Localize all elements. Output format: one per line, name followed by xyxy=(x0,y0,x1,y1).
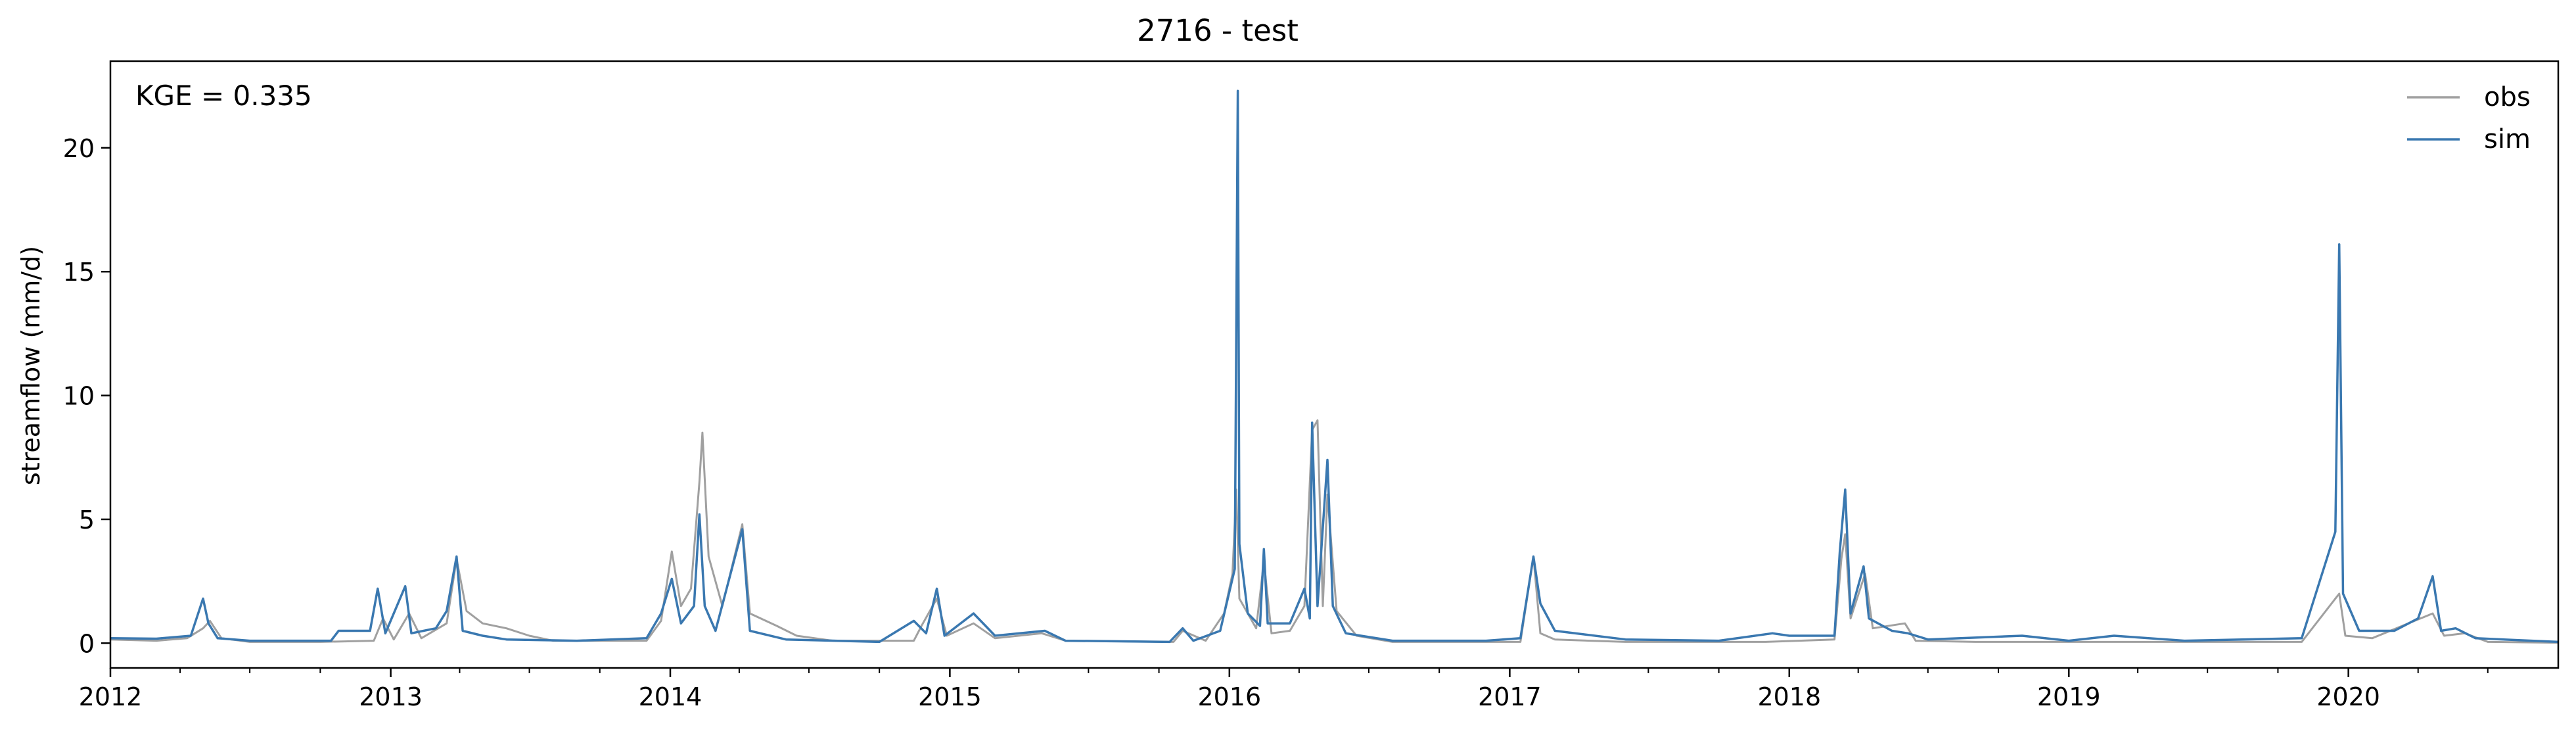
plot-frame xyxy=(109,60,2560,669)
plot-area xyxy=(109,60,2560,669)
x-tick-label: 2016 xyxy=(1197,682,1261,711)
x-tick-label: 2014 xyxy=(639,682,702,711)
x-tick-label: 2019 xyxy=(2037,682,2101,711)
chart-title: 2716 - test xyxy=(1137,13,1299,48)
kge-annotation: KGE = 0.335 xyxy=(135,80,312,112)
x-tick-label: 2017 xyxy=(1478,682,1542,711)
y-tick-label: 20 xyxy=(63,134,95,163)
y-axis-label: streamflow (mm/d) xyxy=(16,246,45,485)
y-tick-label: 10 xyxy=(63,382,95,411)
x-tick-label: 2015 xyxy=(918,682,982,711)
legend-obs-label: obs xyxy=(2484,82,2531,112)
legend-sim-label: sim xyxy=(2484,124,2531,154)
y-tick-label: 5 xyxy=(79,506,95,534)
y-tick-label: 0 xyxy=(79,629,95,658)
y-tick-label: 15 xyxy=(63,258,95,287)
x-tick-label: 2012 xyxy=(79,682,143,711)
series-layer xyxy=(110,89,2559,644)
x-tick-label: 2020 xyxy=(2316,682,2380,711)
y-axis: 0 5 10 15 20 xyxy=(63,134,110,658)
legend: obs sim xyxy=(2407,82,2531,154)
series-line-sim xyxy=(110,89,2559,644)
x-tick-label: 2018 xyxy=(1757,682,1821,711)
x-tick-label: 2013 xyxy=(359,682,423,711)
x-axis: 2012 2013 2014 2015 2016 2017 2018 2019 2020 xyxy=(79,668,2489,711)
plot-background xyxy=(110,61,2558,668)
